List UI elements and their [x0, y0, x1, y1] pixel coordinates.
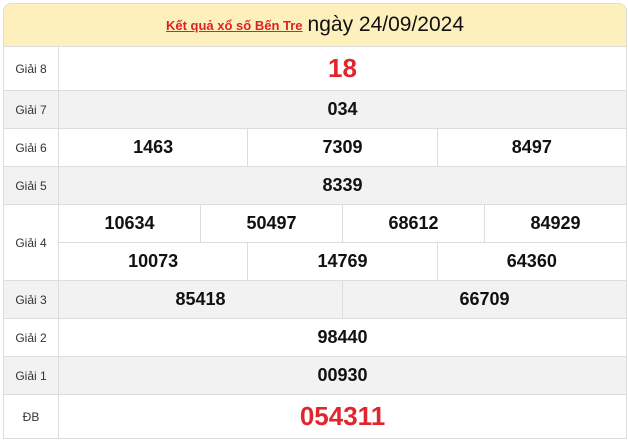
prize-row: ĐB 054311 [4, 395, 626, 438]
prize-row: Giải 2 98440 [4, 319, 626, 357]
prize-label: ĐB [4, 395, 59, 438]
prize-numbers: 18 [59, 47, 626, 90]
prize-number: 14769 [247, 243, 436, 280]
prize-number-line: 1463 7309 8497 [59, 129, 626, 166]
prize-row: Giải 3 85418 66709 [4, 281, 626, 319]
prize-number: 7309 [247, 129, 436, 166]
prize-number: 1463 [133, 137, 174, 157]
prize-row: Giải 8 18 [4, 47, 626, 91]
prize-number: 98440 [317, 327, 368, 347]
prize-numbers: 85418 66709 [59, 281, 626, 318]
prize-label: Giải 3 [4, 281, 59, 318]
prize-row: Giải 4 10634 50497 68612 84929 10073 14769 6436… [4, 205, 626, 281]
prize-number-line: 10073 14769 64360 [59, 242, 626, 280]
prize-number: 50497 [200, 205, 342, 242]
province-results-link[interactable]: Kết quả xổ số Bến Tre [165, 17, 303, 33]
prize-number-line: 10634 50497 68612 84929 [59, 205, 626, 242]
lottery-results-table: Kết quả xổ số Bến Tre ngày 24/09/2024 Gi… [3, 3, 627, 439]
prize-number-line: 98440 [59, 319, 626, 356]
prize-number: 84929 [484, 205, 626, 242]
prize-label: Giải 1 [4, 357, 59, 394]
prize-number-line: 8339 [59, 167, 626, 204]
prize-row: Giải 6 1463 7309 8497 [4, 129, 626, 167]
prize-numbers: 00930 [59, 357, 626, 394]
prize-number: 85418 [175, 289, 226, 309]
prize-number: 8497 [436, 129, 626, 166]
prize-label: Giải 4 [4, 205, 59, 280]
prize-number-line: 034 [59, 91, 626, 128]
prize-number-line: 85418 66709 [59, 281, 626, 318]
prize-row: Giải 5 8339 [4, 167, 626, 205]
prize-numbers: 10634 50497 68612 84929 10073 14769 64360 [59, 205, 626, 280]
prize-row: Giải 1 00930 [4, 357, 626, 395]
results-header: Kết quả xổ số Bến Tre ngày 24/09/2024 [4, 4, 626, 47]
prize-label: Giải 5 [4, 167, 59, 204]
prize-number: 68612 [342, 205, 484, 242]
prize-numbers: 8339 [59, 167, 626, 204]
prize-numbers: 1463 7309 8497 [59, 129, 626, 166]
prize-numbers: 98440 [59, 319, 626, 356]
prize-numbers: 054311 [59, 395, 626, 438]
prize-label: Giải 7 [4, 91, 59, 128]
prize-number-line: 054311 [59, 395, 626, 438]
prize-number: 64360 [436, 243, 626, 280]
prize-rows: Giải 8 18 Giải 7 034 Giải 6 1463 7309 8497 Giải … [4, 47, 626, 438]
prize-number: 034 [327, 99, 358, 119]
prize-label: Giải 8 [4, 47, 59, 90]
prize-numbers: 034 [59, 91, 626, 128]
special-prize-number: 054311 [299, 401, 386, 431]
prize-label: Giải 2 [4, 319, 59, 356]
prize-number: 8339 [322, 175, 363, 195]
prize-number: 66709 [342, 281, 626, 318]
prize-row: Giải 7 034 [4, 91, 626, 129]
prize-number: 10073 [128, 251, 179, 271]
prize-number: 18 [328, 53, 357, 83]
draw-date: ngày 24/09/2024 [307, 13, 465, 36]
prize-label: Giải 6 [4, 129, 59, 166]
prize-number-line: 00930 [59, 357, 626, 394]
prize-number: 10634 [104, 213, 155, 233]
prize-number: 00930 [317, 365, 368, 385]
prize-number-line: 18 [59, 47, 626, 90]
